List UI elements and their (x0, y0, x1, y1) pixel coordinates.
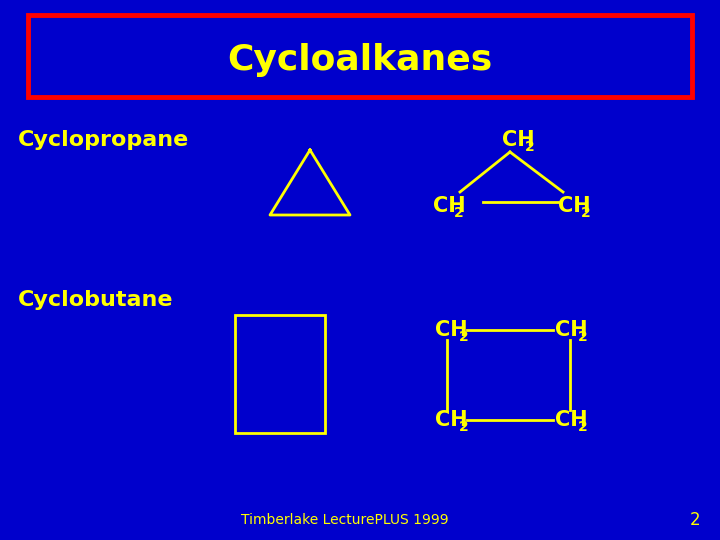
Text: Cycloalkanes: Cycloalkanes (228, 43, 492, 77)
Text: 2: 2 (581, 206, 590, 220)
Text: Timberlake LecturePLUS 1999: Timberlake LecturePLUS 1999 (241, 513, 449, 527)
Text: 2: 2 (459, 420, 469, 434)
Text: 2: 2 (459, 330, 469, 344)
Bar (235, 315, 325, 433)
Text: CH: CH (555, 410, 588, 430)
Text: 2: 2 (578, 330, 588, 344)
Text: 2: 2 (690, 511, 701, 529)
Text: CH: CH (502, 130, 535, 150)
Text: 2: 2 (578, 420, 588, 434)
Text: 2: 2 (525, 140, 535, 154)
FancyBboxPatch shape (28, 15, 692, 97)
Text: 2: 2 (454, 206, 464, 220)
Text: CH: CH (555, 320, 588, 340)
Text: Cyclopropane: Cyclopropane (18, 130, 189, 150)
Text: CH: CH (435, 410, 467, 430)
Text: CH: CH (433, 196, 466, 216)
Text: CH: CH (435, 320, 467, 340)
Text: CH: CH (558, 196, 590, 216)
Text: Cyclobutane: Cyclobutane (18, 290, 174, 310)
